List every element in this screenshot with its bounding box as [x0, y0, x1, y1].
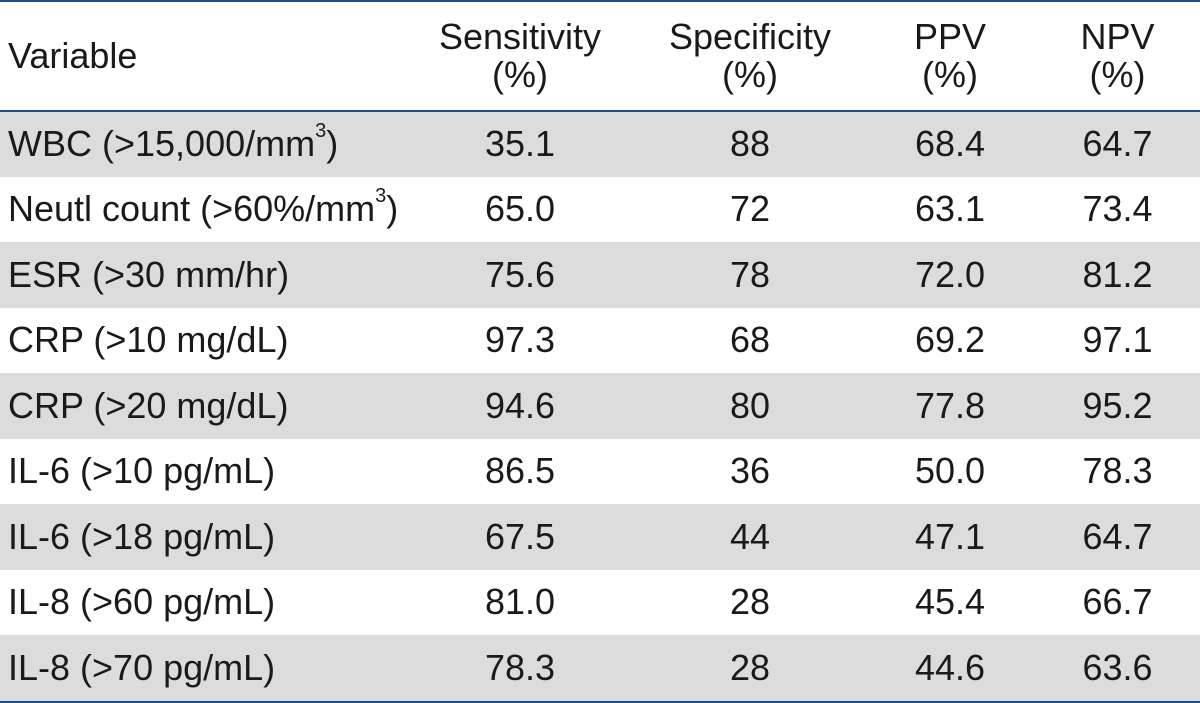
npv-cell: 63.6 [1082, 646, 1153, 688]
variable-label: IL-6 (>18 pg/mL) [8, 515, 276, 557]
header-sensitivity: Sensitivity (%) [405, 2, 635, 112]
variable-cell: ESR (>30 mm/hr) [0, 242, 405, 308]
specificity-cell: 80 [729, 384, 771, 426]
npv-cell: 64.7 [1082, 515, 1153, 557]
sensitivity-cell: 86.5 [484, 450, 556, 492]
specificity-cell: 36 [729, 450, 771, 492]
table-row: IL-6 (>10 pg/mL) 86.5 36 50.0 78.3 [0, 438, 1200, 505]
header-row: Variable Sensitivity (%) Specificity (%)… [0, 2, 1200, 112]
variable-label: ESR (>30 mm/hr) [8, 253, 290, 295]
table-row: IL-6 (>18 pg/mL) 67.5 44 47.1 64.7 [0, 504, 1200, 570]
npv-cell: 64.7 [1082, 123, 1153, 165]
variable-cell: IL-6 (>18 pg/mL) [0, 504, 405, 570]
sensitivity-cell: 97.3 [484, 319, 556, 361]
header-npv-label: NPV [1080, 16, 1155, 57]
ppv-cell: 68.4 [914, 123, 986, 165]
variable-label: WBC (>15,000/mm [8, 123, 316, 165]
npv-cell: 97.1 [1082, 319, 1153, 361]
variable-cell: Neutl count (>60%/mm3) [0, 177, 405, 243]
header-ppv-unit: (%) [922, 54, 978, 95]
variable-label: CRP (>20 mg/dL) [8, 384, 289, 426]
ppv-cell: 44.6 [914, 646, 986, 688]
header-specificity-label: Specificity [668, 16, 832, 57]
table-row: Neutl count (>60%/mm3) 65.0 72 63.1 73.4 [0, 176, 1200, 243]
header-sensitivity-unit: (%) [492, 54, 548, 95]
npv-cell: 95.2 [1082, 384, 1153, 426]
specificity-cell: 28 [729, 581, 771, 623]
header-variable: Variable [0, 2, 405, 112]
variable-cell: IL-8 (>60 pg/mL) [0, 570, 405, 636]
variable-label-tail: ) [386, 188, 399, 230]
variable-cell: IL-6 (>10 pg/mL) [0, 439, 405, 505]
specificity-cell: 68 [729, 319, 771, 361]
variable-label: Neutl count (>60%/mm [8, 188, 376, 230]
npv-cell: 73.4 [1082, 188, 1153, 230]
header-specificity: Specificity (%) [635, 2, 865, 112]
sensitivity-cell: 35.1 [484, 123, 556, 165]
ppv-cell: 45.4 [914, 581, 986, 623]
variable-superscript: 3 [375, 185, 387, 208]
sensitivity-cell: 78.3 [484, 646, 556, 688]
variable-cell: WBC (>15,000/mm3) [0, 111, 405, 177]
table-row: WBC (>15,000/mm3) 35.1 88 68.4 64.7 [0, 111, 1200, 177]
variable-label: IL-8 (>70 pg/mL) [8, 646, 276, 688]
variable-label: IL-6 (>10 pg/mL) [8, 450, 276, 492]
ppv-cell: 63.1 [914, 188, 986, 230]
table-header: Variable Sensitivity (%) Specificity (%)… [0, 2, 1200, 112]
specificity-cell: 28 [729, 646, 771, 688]
header-ppv-label: PPV [913, 16, 987, 57]
ppv-cell: 77.8 [914, 384, 986, 426]
table-body: WBC (>15,000/mm3) 35.1 88 68.4 64.7 Neutl cou… [0, 111, 1200, 701]
sensitivity-cell: 75.6 [484, 253, 556, 295]
ppv-cell: 69.2 [914, 319, 986, 361]
sensitivity-cell: 65.0 [484, 188, 556, 230]
table-row: IL-8 (>70 pg/mL) 78.3 28 44.6 63.6 [0, 635, 1200, 701]
variable-label: CRP (>10 mg/dL) [8, 319, 289, 361]
header-specificity-unit: (%) [722, 54, 778, 95]
ppv-cell: 50.0 [914, 450, 986, 492]
npv-cell: 81.2 [1082, 253, 1153, 295]
table-row: CRP (>10 mg/dL) 97.3 68 69.2 97.1 [0, 307, 1200, 374]
ppv-cell: 47.1 [914, 515, 986, 557]
table-row: CRP (>20 mg/dL) 94.6 80 77.8 95.2 [0, 373, 1200, 439]
sensitivity-cell: 94.6 [484, 384, 556, 426]
variable-label: IL-8 (>60 pg/mL) [8, 581, 276, 623]
variable-cell: IL-8 (>70 pg/mL) [0, 635, 405, 701]
table-row: IL-8 (>60 pg/mL) 81.0 28 45.4 66.7 [0, 569, 1200, 636]
ppv-cell: 72.0 [914, 253, 986, 295]
header-ppv: PPV (%) [865, 2, 1035, 112]
npv-cell: 66.7 [1082, 581, 1153, 623]
variable-superscript: 3 [315, 120, 327, 143]
variable-cell: CRP (>20 mg/dL) [0, 373, 405, 439]
sensitivity-cell: 67.5 [484, 515, 556, 557]
specificity-cell: 78 [729, 253, 771, 295]
specificity-cell: 88 [729, 123, 771, 165]
sensitivity-cell: 81.0 [484, 581, 556, 623]
header-npv: NPV (%) [1035, 2, 1200, 112]
variable-cell: CRP (>10 mg/dL) [0, 308, 405, 374]
specificity-cell: 44 [729, 515, 771, 557]
specificity-cell: 72 [729, 188, 771, 230]
header-npv-unit: (%) [1089, 54, 1146, 95]
npv-cell: 78.3 [1082, 450, 1153, 492]
header-sensitivity-label: Sensitivity [438, 16, 602, 57]
variable-label-tail: ) [326, 123, 339, 165]
table-row: ESR (>30 mm/hr) 75.6 78 72.0 81.2 [0, 242, 1200, 308]
